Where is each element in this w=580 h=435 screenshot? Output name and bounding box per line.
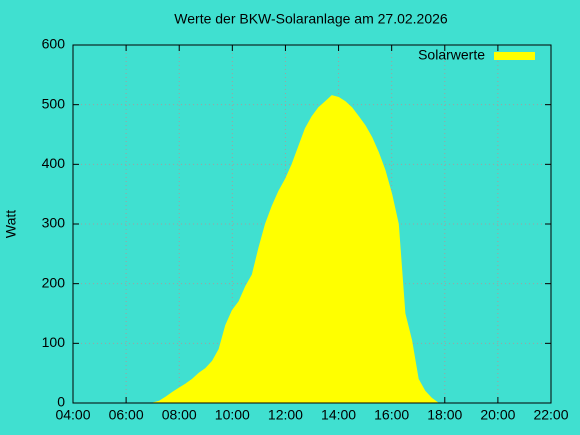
x-tick-label: 10:00 — [215, 407, 250, 423]
x-tick-label: 16:00 — [374, 407, 409, 423]
x-tick-label: 04:00 — [55, 407, 90, 423]
y-tick-label: 500 — [42, 95, 66, 111]
y-tick-label: 200 — [42, 274, 66, 290]
plot-border — [72, 44, 552, 404]
chart-title: Werte der BKW-Solaranlage am 27.02.2026 — [174, 11, 448, 27]
y-axis-label: Watt — [3, 210, 19, 238]
x-tick-label: 12:00 — [268, 407, 303, 423]
y-tick-label: 600 — [42, 36, 66, 52]
y-tick-label: 0 — [57, 394, 65, 410]
legend-label: Solarwerte — [418, 47, 485, 63]
x-tick-label: 22:00 — [533, 407, 568, 423]
x-tick-label: 20:00 — [480, 407, 515, 423]
x-tick-label: 18:00 — [427, 407, 462, 423]
y-tick-label: 300 — [42, 215, 66, 231]
area — [152, 95, 440, 404]
x-tick-label: 14:00 — [321, 407, 356, 423]
x-tick-label: 06:00 — [109, 407, 144, 423]
x-tick-label: 08:00 — [162, 407, 197, 423]
legend-swatch — [494, 52, 535, 60]
y-tick-label: 100 — [42, 334, 66, 350]
y-tick-label: 400 — [42, 155, 66, 171]
